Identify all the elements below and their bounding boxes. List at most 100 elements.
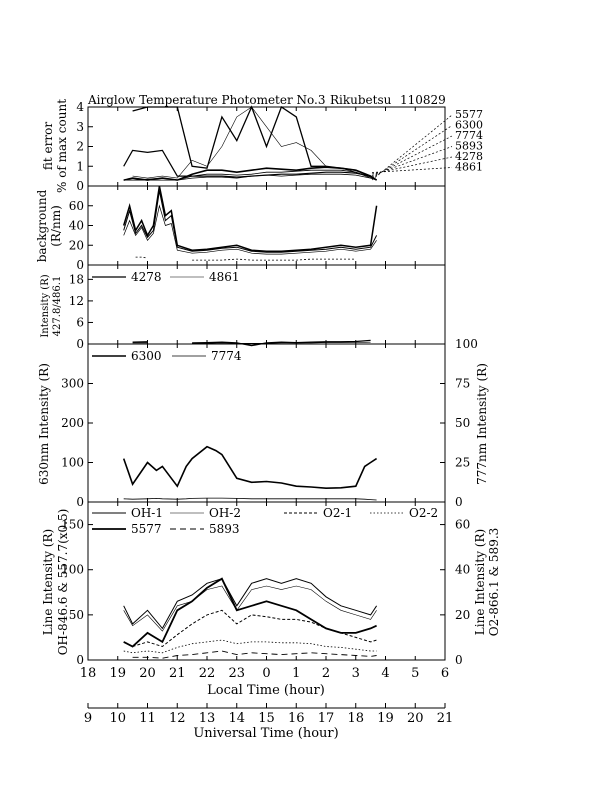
series-oh-1-line (123, 578, 378, 630)
panel5-y-right-tick-label: 40 (455, 563, 470, 577)
panel1-y-tick-label: 3 (76, 120, 84, 134)
local-time-tick-label: 3 (352, 666, 360, 681)
legend-o2-1: O2-1 (323, 506, 352, 520)
panel5-y-tick-label: 0 (76, 653, 84, 667)
panel5-y-right-tick-label: 0 (455, 653, 463, 667)
blue-lines-ylabel-2: 427.8/486.1 (52, 276, 63, 337)
fit-error-leader-line (371, 135, 453, 178)
series-6300-line (122, 445, 378, 490)
panel1-y-tick-label: 4 (76, 100, 84, 114)
panel5-y-tick-label: 100 (61, 563, 84, 577)
o2-intensity-ylabel-1: Line Intensity (R) (473, 529, 487, 635)
panel2-y-tick-label: 40 (69, 219, 84, 233)
universal-time-label: Universal Time (hour) (193, 726, 338, 741)
ut-tick-label: 21 (437, 711, 454, 726)
series-5893-line (123, 173, 377, 181)
panel4-y-right-tick-label: 75 (455, 377, 470, 391)
series-oh-2-line (123, 585, 377, 632)
local-time-tick-label: 5 (411, 666, 419, 681)
fit-error-legend-4278: 4278 (455, 150, 483, 163)
panel5-y-right-tick-label: 60 (455, 518, 470, 532)
series-7774-line (123, 169, 377, 181)
fit-error-leader-line (371, 156, 453, 175)
legend-7774: 7774 (211, 349, 242, 363)
panel4-y-right-tick-label: 25 (455, 456, 470, 470)
local-time-tick-label: 4 (381, 666, 389, 681)
title-instrument: Airglow Temperature Photometer No.3 (87, 93, 326, 107)
legend-6300: 6300 (131, 349, 162, 363)
series-4278-line (132, 339, 371, 347)
line-intensity-ylabel-1: Line Intensity (R) (41, 529, 55, 635)
ut-tick-label: 13 (199, 711, 216, 726)
panel1-y-tick-label: 0 (76, 179, 84, 193)
series-4861-line (132, 106, 371, 179)
ut-tick-label: 12 (169, 711, 186, 726)
ut-tick-label: 19 (377, 711, 394, 726)
panel4-y-right-tick-label: 100 (455, 337, 478, 351)
series-c-line (123, 204, 377, 255)
panel4-y-tick-label: 200 (61, 416, 84, 430)
local-time-tick-label: 18 (80, 666, 97, 681)
fit-error-leader-line (371, 167, 453, 173)
axis-ticks: 18 19 20 21 22 23 0 1 2 3 4 5 69 10 11 12 13 14 15 16 17 18 19… (61, 100, 478, 726)
panel2-y-tick-label: 60 (69, 199, 84, 213)
panel4-y-tick-label: 100 (61, 456, 84, 470)
series-5577-line (123, 577, 377, 648)
series-4278-line (132, 105, 371, 177)
ut-tick-label: 14 (228, 711, 245, 726)
777-ylabel: 777nm Intensity (R) (475, 363, 489, 485)
fit-error-legend-7774: 7774 (455, 129, 483, 142)
fit-error-leader-line (371, 114, 453, 181)
ut-tick-label: 9 (84, 711, 92, 726)
series-o2-2-line (123, 639, 377, 654)
series-b-line (123, 190, 378, 253)
data-series (122, 105, 378, 659)
blue-lines-ylabel-1: Intensity (R) (40, 274, 51, 337)
series-5893-line (132, 650, 377, 659)
panel1-y-tick-label: 2 (76, 140, 84, 154)
ut-tick-label: 17 (318, 711, 335, 726)
local-time-label: Local Time (hour) (207, 683, 325, 698)
ut-tick-label: 16 (288, 711, 305, 726)
local-time-tick-label: 6 (441, 666, 449, 681)
panel4-y-tick-label: 0 (76, 495, 84, 509)
630-ylabel: 630nm Intensity (R) (37, 363, 51, 485)
panel5-y-right-tick-label: 20 (455, 608, 470, 622)
panel3-y-tick-label: 12 (69, 294, 84, 308)
series-4861-line (132, 341, 371, 344)
fit-error-legend-6300: 6300 (455, 119, 483, 132)
panel5-y-tick-label: 150 (61, 518, 84, 532)
ut-tick-label: 20 (407, 711, 424, 726)
fit-error-ylabel-2: % of max count (55, 99, 69, 193)
panel5-y-tick-label: 50 (69, 608, 84, 622)
background-ylabel-1: background (35, 189, 49, 262)
title-station: Rikubetsu (330, 93, 392, 107)
series-a-line (122, 185, 378, 252)
legend-4278: 4278 (131, 270, 162, 284)
fit-error-legend-5893: 5893 (455, 140, 483, 153)
panel-630-frame (87, 343, 446, 503)
panel1-y-tick-label: 1 (76, 159, 84, 173)
fit-error-legend-4861: 4861 (455, 161, 483, 174)
legend-4861: 4861 (209, 270, 240, 284)
local-time-tick-label: 1 (292, 666, 300, 681)
panel2-y-tick-label: 20 (69, 238, 84, 252)
legend-5893: 5893 (209, 522, 240, 536)
title-date: 110829 (400, 93, 446, 107)
legend-oh-2: OH-2 (209, 506, 241, 520)
local-time-tick-label: 0 (262, 666, 270, 681)
ut-tick-label: 18 (347, 711, 364, 726)
panel3-y-tick-label: 6 (76, 315, 84, 329)
legend-o2-2: O2-2 (409, 506, 438, 520)
panel3-y-tick-label: 0 (76, 337, 84, 351)
ut-tick-label: 15 (258, 711, 275, 726)
local-time-tick-label: 22 (199, 666, 216, 681)
fit-error-ylabel-1: fit error (41, 122, 55, 170)
local-time-tick-label: 23 (228, 666, 245, 681)
local-time-tick-label: 20 (139, 666, 156, 681)
local-time-tick-label: 21 (169, 666, 186, 681)
legend-5577: 5577 (131, 522, 162, 536)
local-time-tick-label: 2 (322, 666, 330, 681)
